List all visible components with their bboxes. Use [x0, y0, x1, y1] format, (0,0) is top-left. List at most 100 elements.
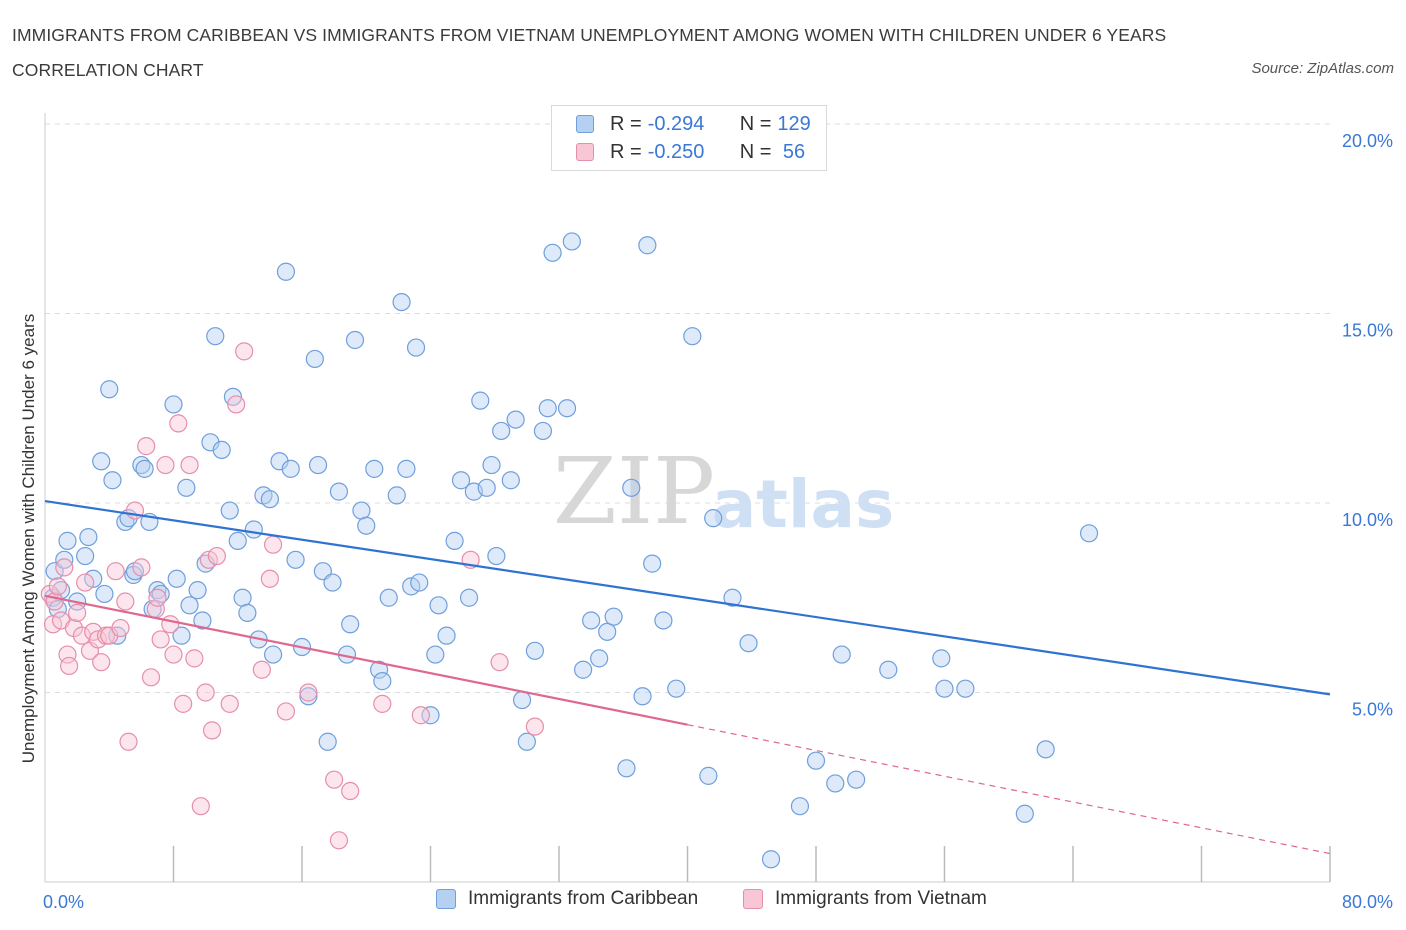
caribbean-point [172, 626, 191, 645]
legend-swatch-caribbean [576, 115, 594, 133]
caribbean-point [276, 262, 296, 281]
vietnam-point [48, 577, 67, 596]
vietnam-point [191, 797, 210, 816]
caribbean-point [1036, 740, 1055, 759]
caribbean-point [244, 520, 263, 539]
vietnam-point [341, 781, 360, 801]
r-label: R = [610, 140, 642, 163]
vietnam-point [373, 694, 392, 713]
legend-swatch-caribbean [436, 889, 456, 909]
caribbean-point [543, 243, 562, 262]
caribbean-point [471, 391, 490, 410]
caribbean-point [487, 546, 506, 566]
caribbean-point [421, 706, 440, 725]
y-tick-label: 5.0% [1352, 699, 1393, 719]
legend-row-caribbean: R = -0.294 N = 129 [576, 112, 811, 136]
caribbean-point [260, 490, 279, 509]
caribbean-point [373, 672, 392, 691]
caribbean-point [704, 509, 723, 528]
caribbean-point [345, 330, 365, 350]
caribbean-point [506, 410, 525, 429]
caribbean-point [329, 482, 349, 501]
watermark-atlas: atlas [712, 466, 895, 543]
caribbean-point [525, 641, 545, 660]
caribbean-point [103, 471, 122, 490]
legend-item-vietnam[interactable]: Immigrants from Vietnam [743, 888, 987, 910]
caribbean-point [55, 550, 74, 569]
caribbean-point [932, 649, 951, 668]
legend-item-caribbean[interactable]: Immigrants from Caribbean [436, 888, 698, 910]
caribbean-point [429, 596, 448, 615]
caribbean-point [58, 531, 77, 550]
caribbean-point [76, 546, 95, 566]
r-value: -0.294 [647, 112, 705, 135]
vietnam-point [202, 721, 222, 740]
caribbean-point [206, 327, 225, 346]
vietnam-point [164, 645, 183, 664]
vietnam-point [325, 770, 344, 789]
caribbean-point [538, 399, 557, 418]
vietnam-point [525, 717, 545, 736]
caribbean-trend-line [44, 499, 1331, 696]
vietnam-point [111, 618, 130, 638]
caribbean-point [323, 573, 342, 592]
caribbean-point [622, 478, 641, 497]
vietnam-point [161, 615, 180, 634]
vietnam-point [132, 558, 151, 577]
vietnam-point [180, 455, 199, 475]
caribbean-point [723, 588, 742, 607]
caribbean-point [654, 611, 673, 630]
legend-swatch-vietnam [743, 889, 763, 909]
n-label: N = [739, 140, 772, 163]
vietnam-point [227, 395, 246, 414]
vietnam-point [119, 732, 138, 751]
vietnam-point [169, 414, 188, 433]
caribbean-point [180, 596, 199, 615]
y-tick-label: 10.0% [1342, 510, 1393, 530]
caribbean-point [238, 603, 257, 622]
x-tick-label: 0.0% [43, 892, 84, 912]
caribbean-point [410, 573, 429, 592]
vietnam-point [220, 694, 239, 713]
r-value: -0.250 [647, 140, 705, 163]
caribbean-point [667, 679, 686, 698]
caribbean-point [699, 766, 718, 785]
caribbean-point [352, 501, 371, 520]
caribbean-point [492, 421, 511, 441]
caribbean-point [482, 455, 501, 475]
caribbean-point [1015, 804, 1034, 823]
vietnam-point [68, 603, 87, 622]
caribbean-point [445, 531, 464, 550]
caribbean-point [379, 588, 398, 607]
caribbean-point [683, 327, 702, 346]
caribbean-point [501, 471, 520, 490]
data-points [40, 232, 1099, 869]
caribbean-point [188, 581, 207, 600]
vietnam-point [235, 342, 254, 361]
caribbean-point [761, 850, 781, 869]
caribbean-point [832, 645, 851, 664]
source-label: Source: ZipAtlas.com [1251, 60, 1394, 77]
caribbean-point [228, 531, 247, 550]
vietnam-point [59, 656, 79, 676]
caribbean-point [562, 232, 581, 251]
r-label: R = [610, 112, 642, 135]
vietnam-point [58, 645, 77, 664]
caribbean-point [512, 690, 532, 710]
chart-title: IMMIGRANTS FROM CARIBBEAN VS IMMIGRANTS … [12, 25, 1167, 80]
legend-label-caribbean: Immigrants from Caribbean [468, 888, 699, 909]
caribbean-point [617, 759, 636, 778]
caribbean-point [263, 645, 283, 664]
x-tick-label: 80.0% [1342, 892, 1393, 912]
caribbean-point [598, 622, 617, 641]
y-axis-label: Unemployment Among Women with Children U… [19, 314, 38, 763]
caribbean-point [167, 569, 186, 588]
vietnam-point [252, 660, 271, 679]
vietnam-point [276, 702, 296, 721]
vietnam-point [156, 455, 175, 475]
vietnam-point [106, 562, 125, 581]
caribbean-point [437, 626, 456, 645]
vietnam-point [207, 546, 226, 566]
tick-labels: 5.0% 10.0% 15.0% 20.0% 0.0% 80.0% [43, 131, 1393, 912]
